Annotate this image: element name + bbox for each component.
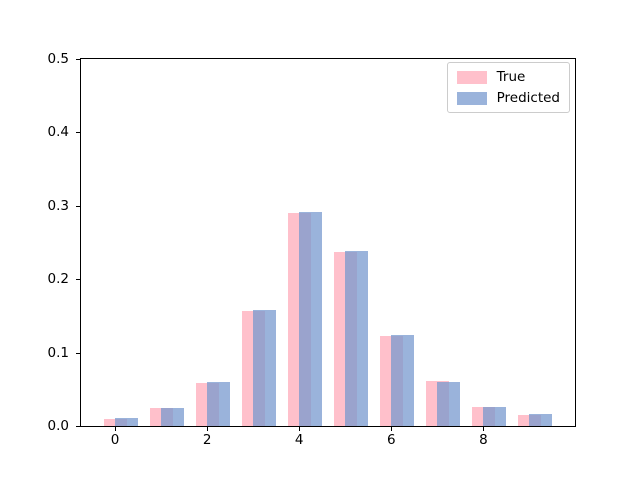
legend-label-predicted: Predicted [496,90,560,106]
y-tick-mark [76,132,80,134]
legend-entry-true: True [456,69,560,85]
bar-overlap [391,335,403,426]
x-tick-label: 2 [202,432,212,448]
y-tick-label: 0.3 [47,197,69,214]
bar-overlap [437,381,449,426]
legend-swatch-predicted [456,91,487,105]
y-tick-label: 0.2 [47,271,69,288]
x-tick-mark [115,427,117,431]
bar-overlap [253,310,265,426]
y-tick-mark [76,426,80,427]
y-tick-label: 0.0 [47,418,69,434]
bar-overlap [161,408,173,426]
x-tick-label: 8 [479,432,488,448]
bar-predicted [529,414,553,426]
x-tick-mark [299,427,301,431]
x-tick-label: 6 [387,432,396,448]
bar-overlap [345,252,357,426]
y-tick-label: 0.5 [47,51,69,67]
bar-overlap [115,418,127,426]
legend: True Predicted [446,62,570,113]
bar-overlap [483,406,495,426]
bars-layer [81,59,575,426]
legend-label-true: True [496,69,526,85]
y-tick-mark [76,205,80,207]
plot-area: True Predicted [80,58,576,427]
bar-predicted [115,417,139,426]
y-tick-mark [76,279,80,281]
x-tick-label: 0 [110,432,120,448]
x-tick-label: 4 [294,432,304,448]
y-tick-mark [76,352,80,354]
bar-overlap [529,414,541,426]
x-tick-mark [391,427,393,431]
bar-true [103,418,127,426]
bar-overlap [207,382,219,426]
y-tick-label: 0.1 [47,344,69,361]
legend-entry-predicted: Predicted [456,90,560,106]
x-tick-mark [483,427,485,431]
bar-overlap [299,213,311,426]
legend-swatch-true [456,70,487,84]
x-tick-mark [207,427,209,431]
y-tick-label: 0.4 [47,124,69,141]
y-tick-mark [76,59,80,60]
